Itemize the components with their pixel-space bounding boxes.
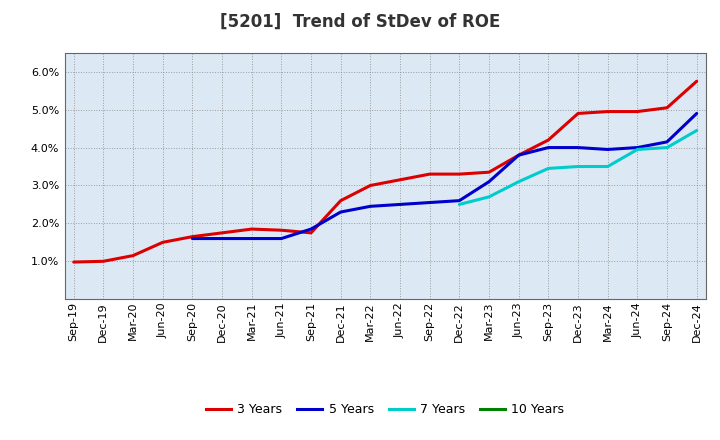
3 Years — [426, 172, 434, 177]
Line: 3 Years: 3 Years — [73, 81, 697, 262]
5 Years — [366, 204, 374, 209]
7 Years — [455, 202, 464, 207]
7 Years — [633, 147, 642, 152]
3 Years — [662, 105, 671, 110]
5 Years — [277, 236, 286, 241]
Line: 5 Years: 5 Years — [192, 114, 697, 238]
5 Years — [603, 147, 612, 152]
7 Years — [574, 164, 582, 169]
3 Years — [514, 153, 523, 158]
5 Years — [336, 209, 345, 215]
3 Years — [574, 111, 582, 116]
3 Years — [188, 234, 197, 239]
5 Years — [396, 202, 405, 207]
5 Years — [188, 236, 197, 241]
3 Years — [129, 253, 138, 258]
5 Years — [574, 145, 582, 150]
7 Years — [514, 179, 523, 184]
3 Years — [633, 109, 642, 114]
3 Years — [603, 109, 612, 114]
3 Years — [99, 259, 108, 264]
3 Years — [248, 227, 256, 232]
7 Years — [485, 194, 493, 199]
5 Years — [248, 236, 256, 241]
Legend: 3 Years, 5 Years, 7 Years, 10 Years: 3 Years, 5 Years, 7 Years, 10 Years — [201, 398, 570, 421]
3 Years — [693, 79, 701, 84]
3 Years — [485, 169, 493, 175]
7 Years — [662, 145, 671, 150]
3 Years — [336, 198, 345, 203]
5 Years — [633, 145, 642, 150]
5 Years — [307, 227, 315, 232]
5 Years — [693, 111, 701, 116]
3 Years — [217, 230, 226, 235]
3 Years — [544, 137, 553, 143]
5 Years — [217, 236, 226, 241]
3 Years — [307, 230, 315, 235]
5 Years — [426, 200, 434, 205]
3 Years — [396, 177, 405, 183]
5 Years — [662, 139, 671, 144]
3 Years — [366, 183, 374, 188]
3 Years — [455, 172, 464, 177]
7 Years — [603, 164, 612, 169]
5 Years — [455, 198, 464, 203]
7 Years — [693, 128, 701, 133]
5 Years — [544, 145, 553, 150]
Line: 7 Years: 7 Years — [459, 131, 697, 205]
3 Years — [277, 227, 286, 233]
7 Years — [544, 166, 553, 171]
5 Years — [514, 153, 523, 158]
5 Years — [485, 179, 493, 184]
3 Years — [158, 240, 167, 245]
3 Years — [69, 260, 78, 265]
Text: [5201]  Trend of StDev of ROE: [5201] Trend of StDev of ROE — [220, 13, 500, 31]
